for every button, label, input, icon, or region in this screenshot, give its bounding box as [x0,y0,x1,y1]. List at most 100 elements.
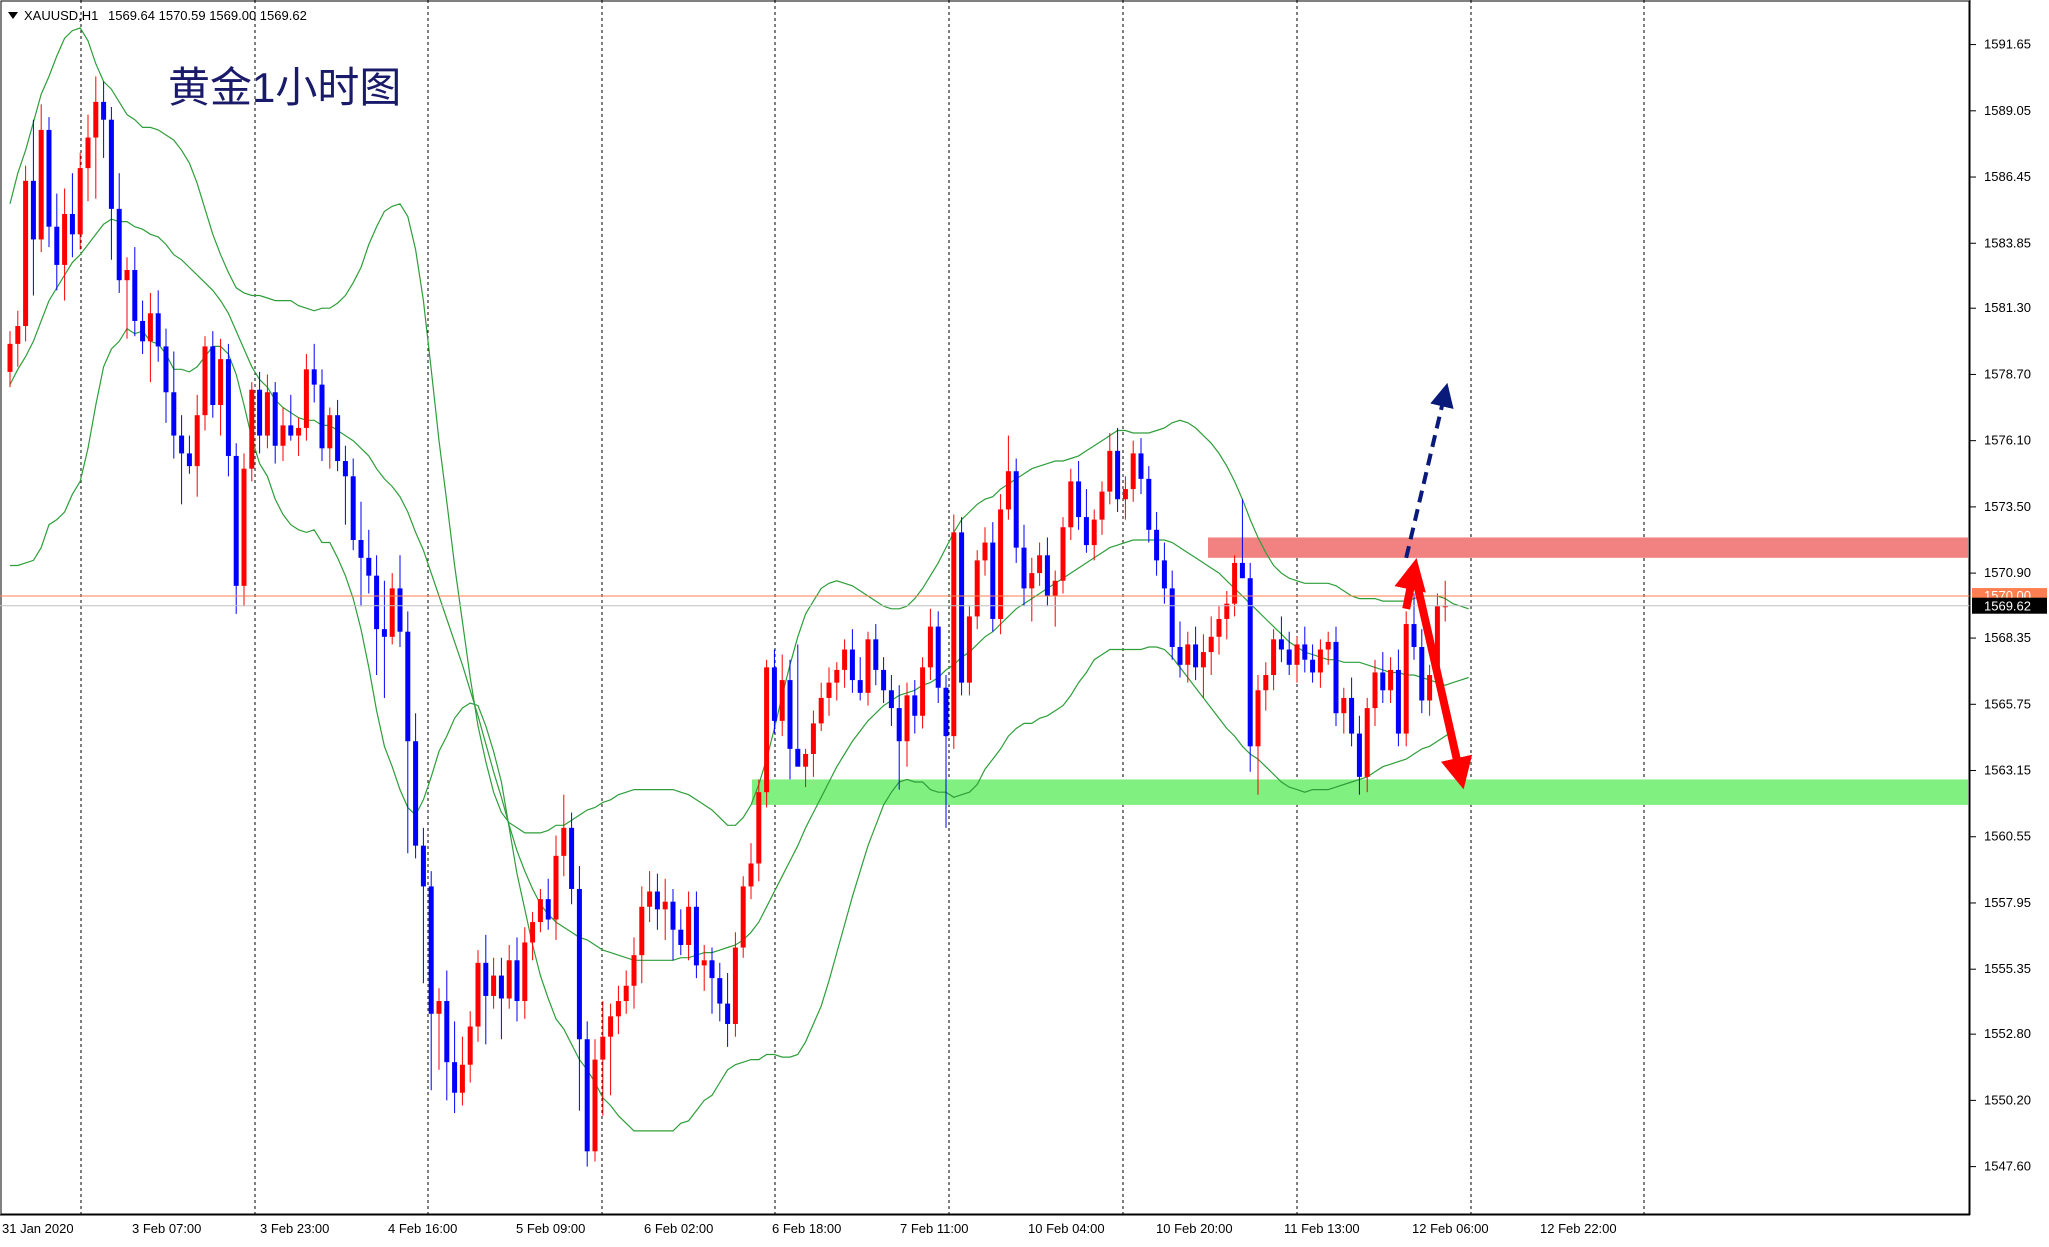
candle-body [920,667,926,716]
candle-body [553,855,559,920]
price-axis-bg [1970,0,2049,1242]
candle-body [732,947,738,1024]
candle-body [249,389,255,469]
candle-body [93,101,99,138]
ohlc-readout: 1569.64 1570.59 1569.00 1569.62 [108,8,307,23]
symbol-label: XAUUSD,H1 [24,8,98,23]
candle-body [452,1062,458,1093]
candle-body [1271,639,1277,675]
candle-body [366,557,372,576]
sr-zones [752,537,1968,805]
candle-body [124,270,130,281]
band-upper [9,27,1469,834]
candle-body [787,680,793,749]
candle-body [771,667,777,721]
candle-body [1130,453,1136,490]
candle-body [709,960,715,979]
resistance-zone [1208,537,1968,558]
x-tick-label: 7 Feb 11:00 [900,1221,968,1236]
candle-body [436,1001,442,1014]
x-tick-label: 6 Feb 18:00 [772,1221,841,1236]
x-tick-label: 31 Jan 2020 [2,1221,74,1236]
candle-body [849,649,855,681]
y-tick-label: 1591.65 [1984,37,2031,52]
up-arrow [1404,382,1454,559]
candle-body [1200,652,1206,668]
candle-body [498,975,504,999]
candle-body [428,886,434,1014]
candle-body [756,792,762,864]
y-tick-label: 1573.50 [1984,499,2031,514]
candle-body [881,669,887,691]
candle-body [459,1064,465,1093]
candle-body [1076,481,1082,518]
candle-body [1310,659,1316,673]
candle-body [678,929,684,945]
candle-body [7,343,13,372]
y-tick-label: 1560.55 [1984,829,2031,844]
candle-body [280,425,286,446]
candle-body [1372,672,1378,709]
candle-body [1193,644,1199,668]
y-tick-label: 1547.60 [1984,1159,2031,1174]
candle-body [327,415,333,449]
candle-body [1091,519,1097,546]
candle-body [303,369,309,428]
candle-body [15,326,21,344]
x-tick-label: 5 Feb 09:00 [516,1221,585,1236]
candle-body [38,129,44,240]
candle-body [888,690,894,709]
candle-body [818,697,824,724]
candle-body [803,753,809,767]
bid-price-label: 1569.62 [1984,599,2031,614]
candle-body [912,695,918,716]
x-tick-label: 4 Feb 16:00 [388,1221,457,1236]
candle-body [54,226,60,265]
candle-body [1029,573,1035,589]
candle-body [210,346,216,405]
candle-body [1161,560,1167,589]
candle-body [1068,481,1074,528]
y-tick-label: 1563.15 [1984,763,2031,778]
candle-body [147,313,153,342]
candle-body [615,1001,621,1017]
candle-body [374,575,380,630]
candle-body [483,962,489,996]
time-axis-bg [0,1215,2049,1242]
candle-body [194,415,200,467]
candle-body [537,899,543,923]
candle-body [491,975,497,996]
candle-body [623,985,629,1002]
candle-body [1294,644,1300,665]
candle-body [342,461,348,477]
candle-body [1208,636,1214,653]
candle-body [69,213,75,235]
candle-body [350,476,356,540]
candle-body [202,346,208,416]
triangle-down-icon[interactable] [8,12,18,19]
candle-body [608,1016,614,1037]
plot-frame [0,0,1970,1215]
candle-body [405,631,411,742]
candle-body [1442,606,1448,608]
candle-body [904,695,910,742]
candle-body [1395,669,1401,734]
grid-lines [0,0,1970,1215]
candle-body [826,682,832,698]
candle-body [1146,478,1152,530]
candle-body [46,129,52,227]
candle-body [600,1036,606,1060]
candle-body [990,542,996,619]
candle-body [171,392,177,436]
y-tick-label: 1555.35 [1984,961,2031,976]
trend-arrows [1394,382,1473,790]
candle-body [225,359,231,456]
candle-body [397,588,403,632]
candle-body [576,888,582,1040]
y-tick-label: 1581.30 [1984,300,2031,315]
candle-body [179,435,185,454]
y-tick-label: 1576.10 [1984,433,2031,448]
